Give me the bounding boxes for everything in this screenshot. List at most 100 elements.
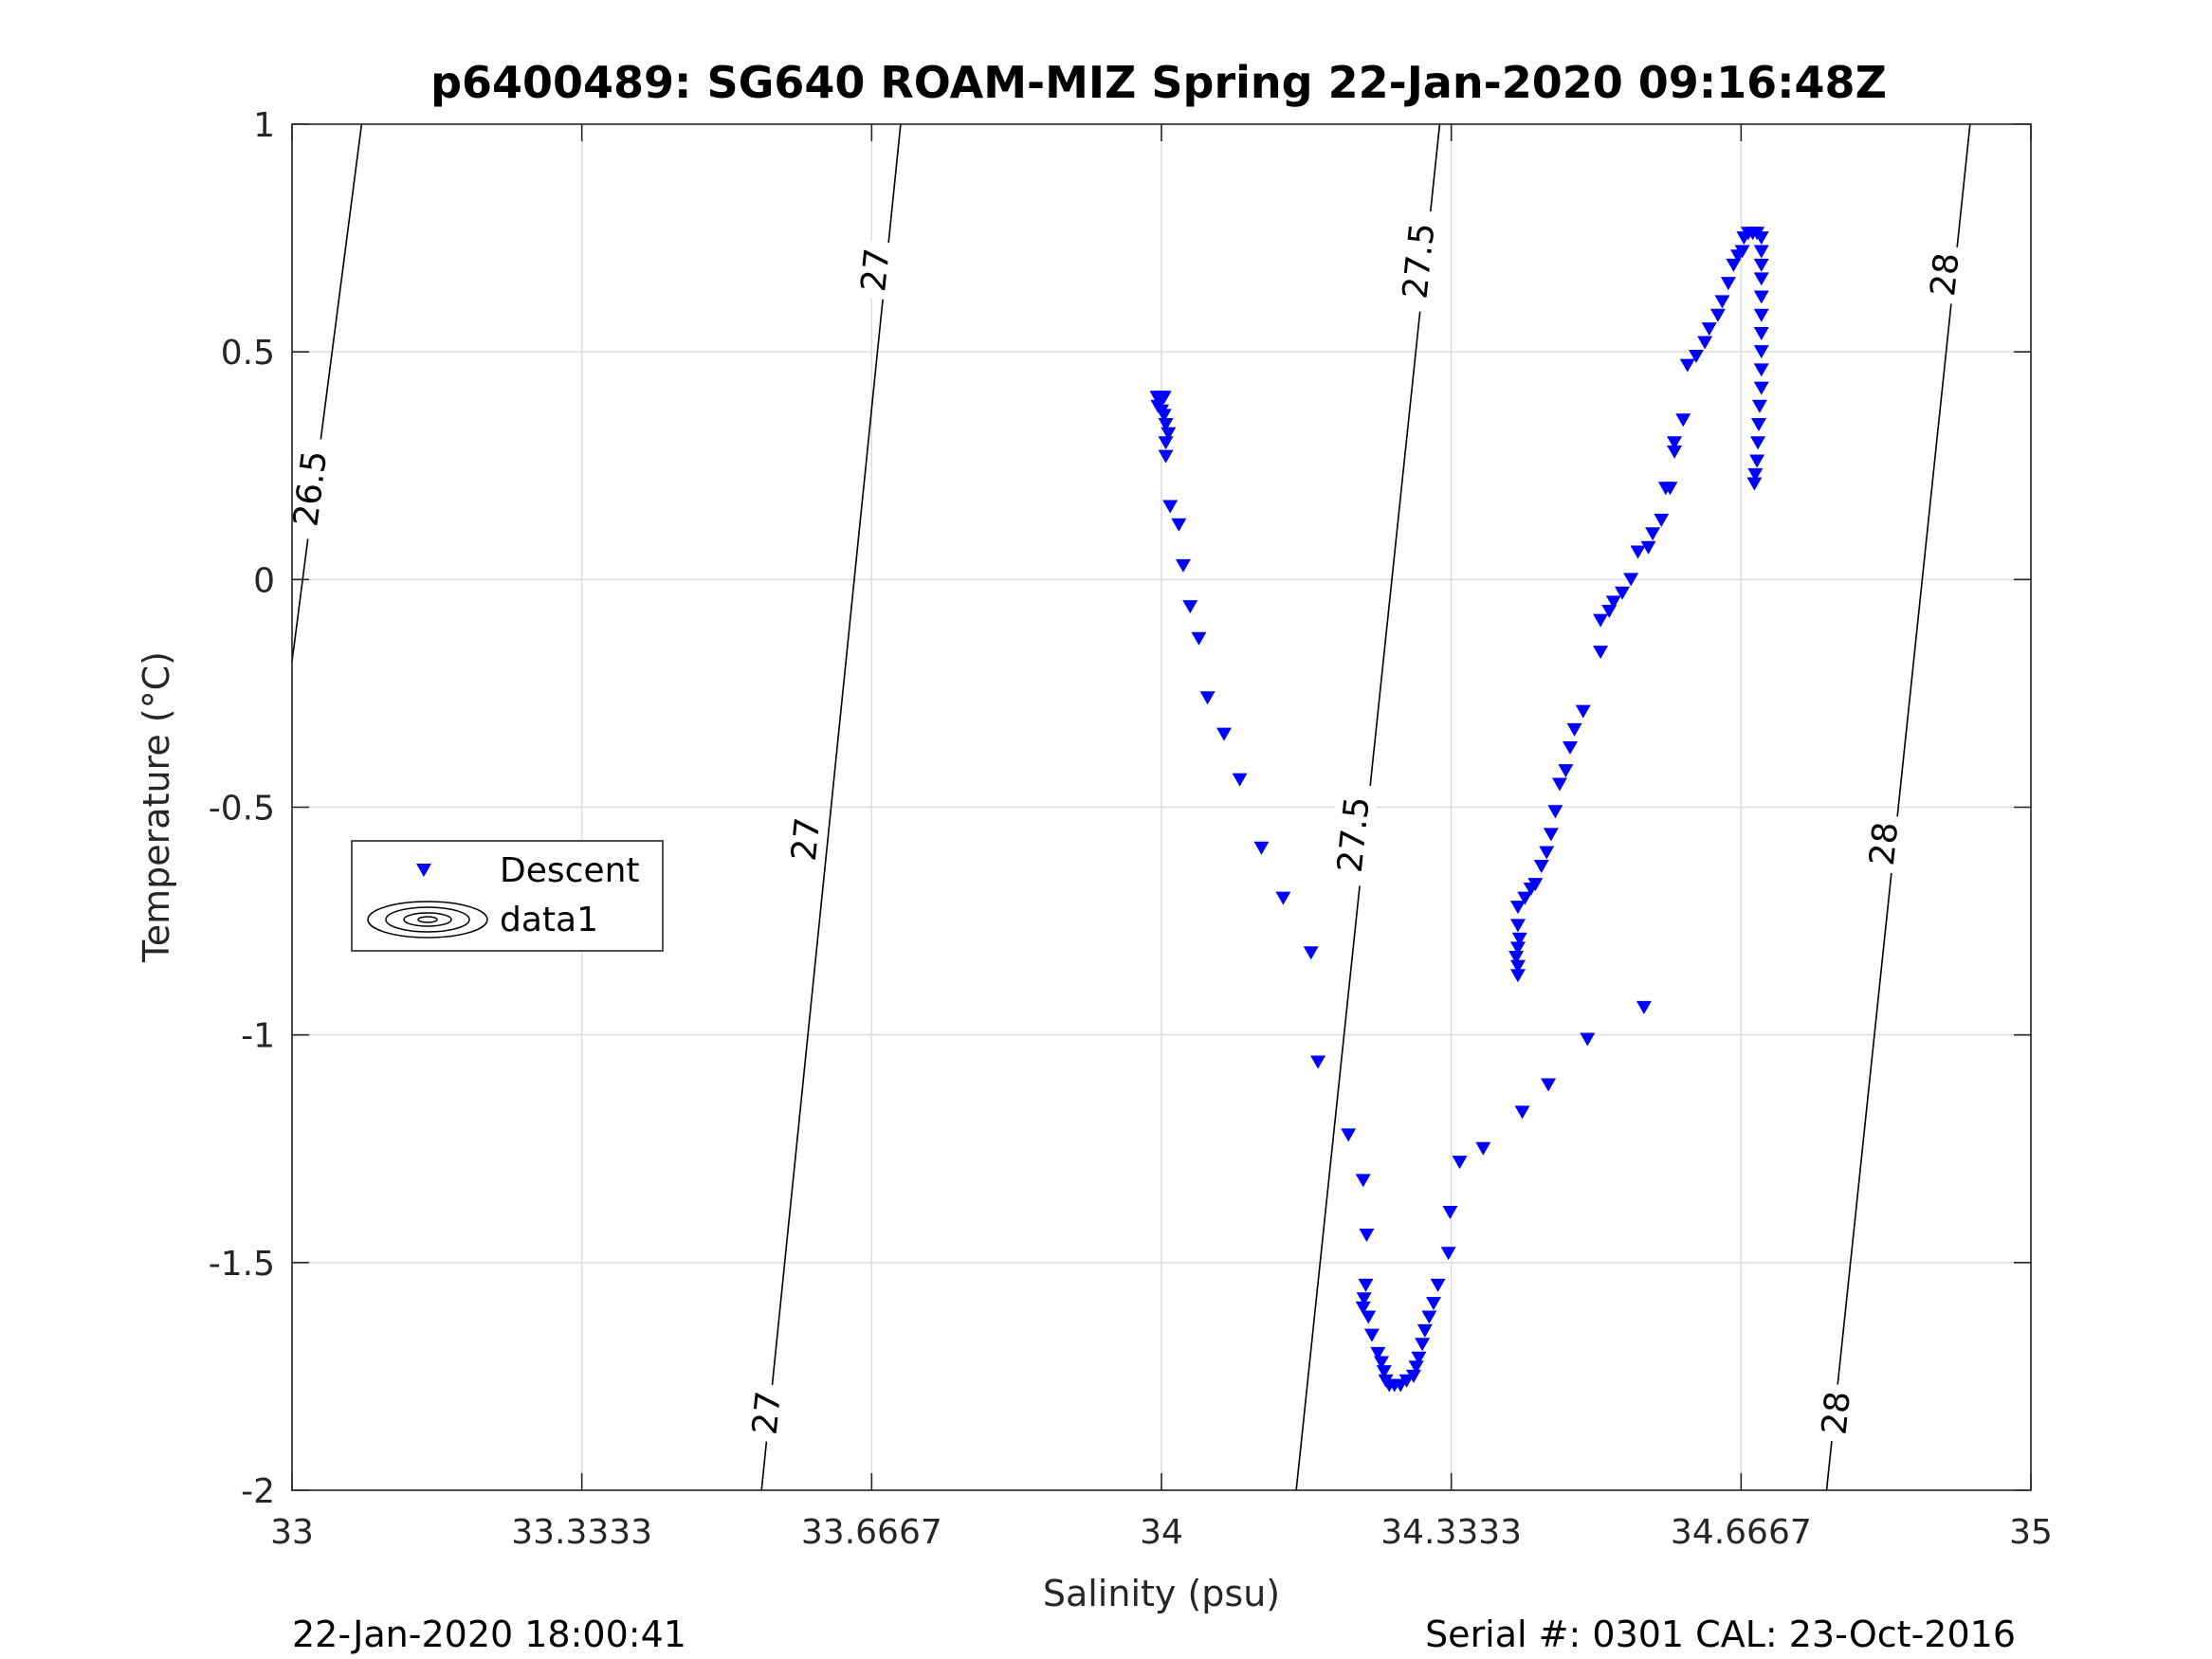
y-axis-label: Temperature (°C) [136, 651, 177, 963]
plot-area: 26.5 27 27 27 27.5 27.5 28 28 28 33 33.3333 33.666… [209, 106, 2053, 1552]
descent-point [1539, 846, 1555, 860]
contour-label: 27 [854, 246, 897, 294]
contour-label: 27.5 [1396, 221, 1442, 301]
descent-point [1749, 454, 1765, 468]
descent-point [1398, 1374, 1415, 1388]
descent-point [1341, 1128, 1357, 1142]
descent-point [1734, 245, 1750, 259]
descent-point [1359, 1229, 1375, 1243]
descent-point [1161, 427, 1177, 441]
descent-point [1310, 1055, 1326, 1069]
descent-point [1753, 308, 1769, 322]
descent-point [1509, 959, 1526, 974]
legend-box [351, 840, 664, 952]
legend-contour-icon [367, 901, 488, 939]
descent-point [1156, 409, 1172, 423]
descent-point [1753, 245, 1769, 259]
descent-point [1475, 1141, 1491, 1156]
descent-point [1509, 901, 1526, 915]
descent-point [1697, 336, 1713, 350]
contour-label-group: 28 [1859, 812, 1908, 875]
descent-point [1551, 777, 1567, 792]
descent-point [1688, 349, 1704, 363]
contour-label-group: 28 [1920, 244, 1968, 305]
descent-point [1750, 418, 1766, 432]
descent-point [1593, 613, 1609, 628]
x-tick-label: 33.6667 [801, 1513, 942, 1552]
descent-point [1753, 345, 1769, 359]
descent-point [1175, 558, 1191, 573]
descent-point [1232, 773, 1248, 787]
descent-point [1753, 258, 1769, 272]
descent-point [1753, 272, 1769, 286]
descent-point [1575, 704, 1591, 719]
descent-point [1701, 322, 1717, 337]
contour-label: 28 [1863, 820, 1907, 867]
x-tick-label: 34.3333 [1380, 1513, 1522, 1552]
y-tick-label: -1 [241, 1017, 275, 1056]
contour-label-bg [1859, 812, 1908, 875]
descent-point [1662, 482, 1678, 496]
descent-point [1714, 295, 1730, 309]
descent-point [1415, 1338, 1431, 1352]
chart-title: p6400489: SG640 ROAM-MIZ Spring 22-Jan-2… [430, 57, 1887, 108]
descent-point [1361, 1310, 1377, 1324]
descent-point [1709, 308, 1726, 322]
contour-label-group: 26.5 [282, 435, 337, 541]
descent-point [1753, 326, 1769, 340]
descent-point [1356, 1292, 1372, 1306]
legend-data1-label: data1 [500, 901, 598, 939]
descent-point [1408, 1360, 1424, 1375]
descent-point [1605, 595, 1621, 610]
descent-point [1442, 1205, 1458, 1219]
descent-point [1363, 1328, 1380, 1342]
footer-serial-cal: Serial #: 0301 CAL: 23-Oct-2016 [1425, 1613, 2016, 1655]
descent-point [1275, 891, 1291, 905]
descent-point [1645, 527, 1661, 541]
y-tick-label: 0.5 [221, 334, 275, 373]
descent-point [1679, 358, 1695, 373]
x-axis-label: Salinity (psu) [1043, 1573, 1280, 1614]
y-tick-label: 1 [253, 106, 275, 145]
descent-point [1753, 290, 1769, 304]
descent-point [1405, 1369, 1421, 1383]
descent-point [1601, 604, 1618, 618]
contour-label-bg [1811, 1382, 1859, 1444]
descent-point [1508, 951, 1525, 965]
descent-point [1374, 1356, 1390, 1370]
contour-label: 26.5 [286, 448, 335, 529]
contour-label-bg [1920, 244, 1968, 305]
descent-point [1517, 891, 1533, 905]
descent-point [1562, 741, 1578, 756]
contour-label-group: 27.5 [1392, 209, 1444, 314]
contour-label: 28 [1924, 251, 1967, 299]
descent-point [1162, 500, 1179, 514]
legend: Descent data1 [351, 840, 664, 952]
contour-label-bg [850, 239, 899, 301]
descent-point [1514, 1105, 1530, 1120]
y-axis-ticks: 1 0.5 0 -0.5 -1 -1.5 -2 [209, 106, 2031, 1511]
descent-series [1149, 227, 1769, 1393]
descent-point [1355, 1174, 1371, 1188]
descent-point [1511, 932, 1527, 946]
descent-point [1667, 445, 1683, 459]
descent-point [1750, 436, 1766, 450]
descent-point [1751, 399, 1767, 413]
descent-point [1156, 391, 1172, 405]
descent-point [1720, 277, 1736, 291]
descent-point [1158, 418, 1174, 432]
contour-label-group: 27 [850, 239, 899, 301]
contour-label: 27 [785, 815, 828, 863]
descent-point [1253, 841, 1270, 855]
descent-point [1440, 1247, 1456, 1261]
y-tick-label: -2 [241, 1472, 275, 1511]
contour-label-bg [1392, 209, 1444, 314]
descent-point [1509, 941, 1526, 956]
descent-point [1654, 513, 1670, 527]
descent-point [1667, 436, 1683, 450]
descent-point [1158, 449, 1174, 464]
legend-descent-marker [416, 864, 431, 877]
descent-point [1623, 573, 1639, 587]
x-tick-label: 35 [2009, 1513, 2053, 1552]
